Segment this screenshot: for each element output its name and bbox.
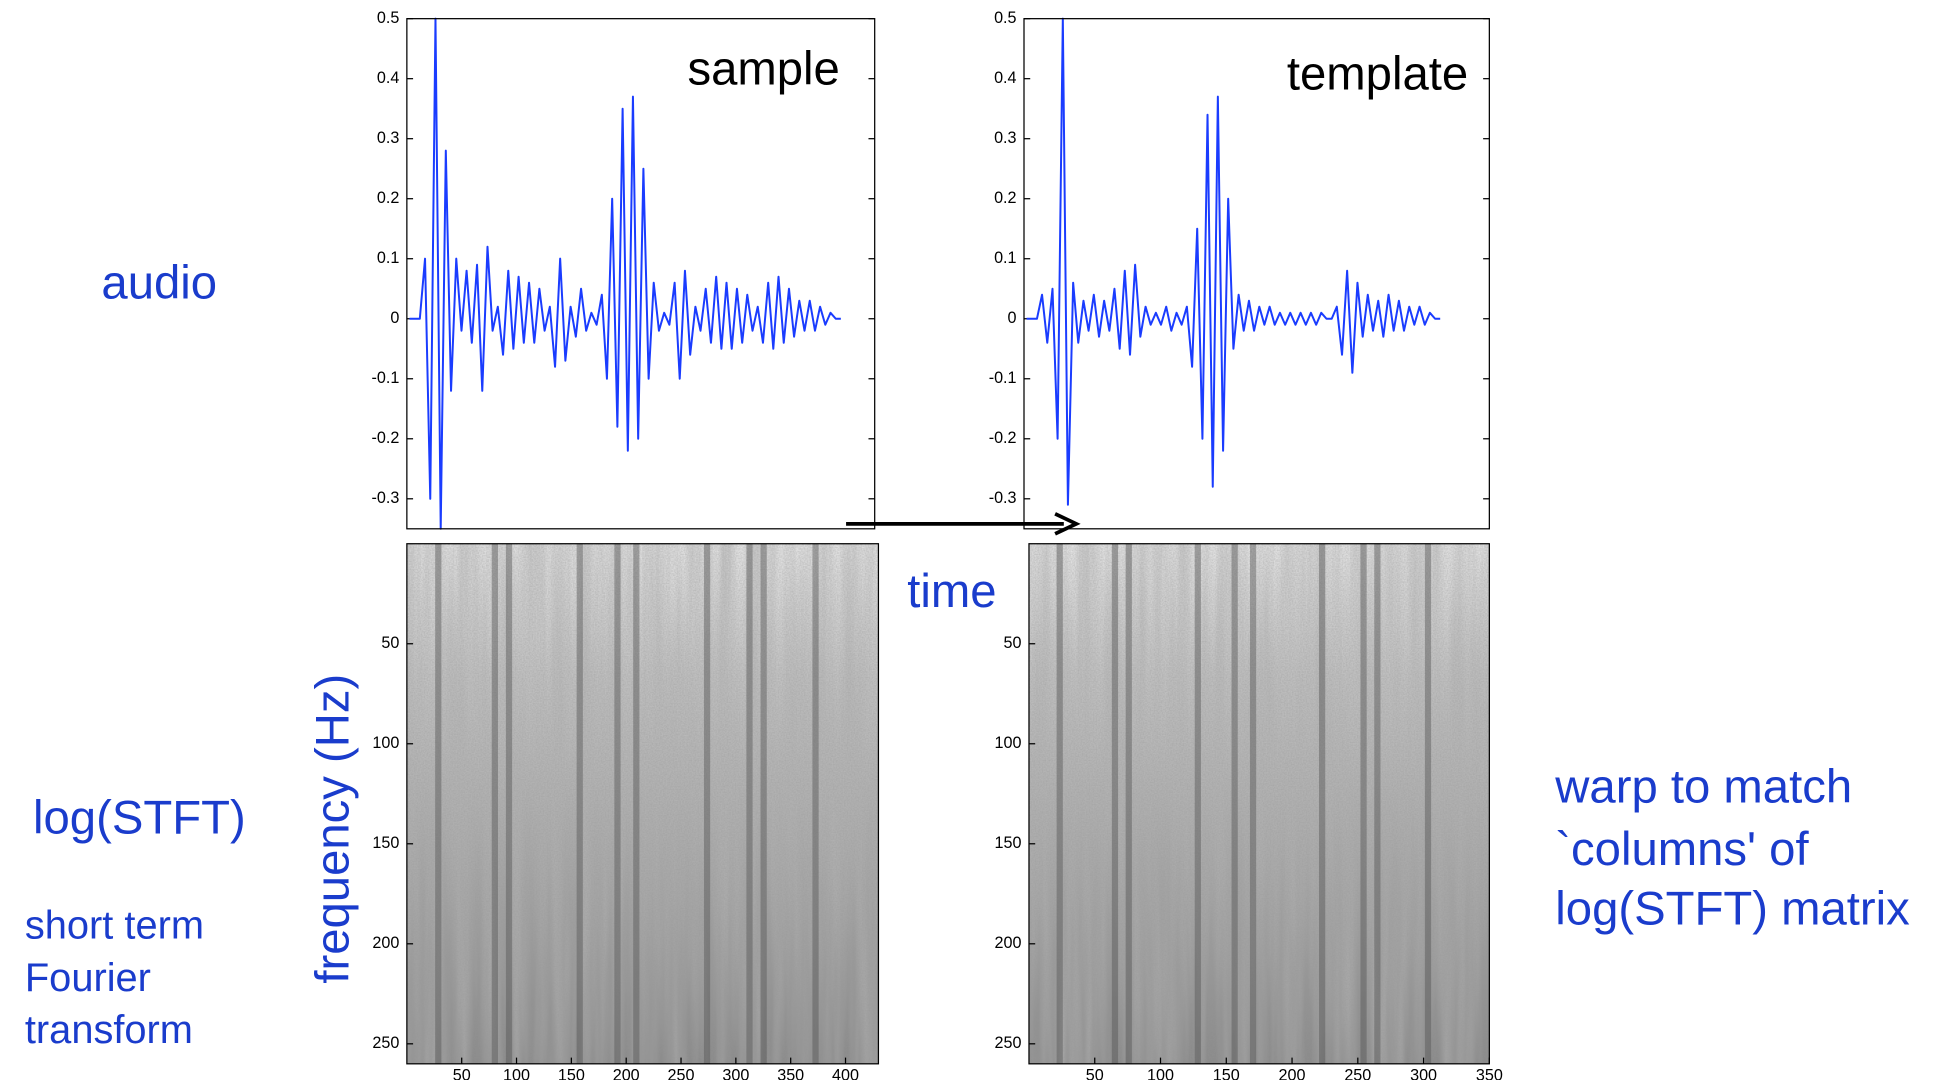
y-axis-label: frequency (Hz) xyxy=(306,674,359,984)
spectrogram-grain xyxy=(406,543,879,1064)
spectrogram-band xyxy=(1319,543,1326,1064)
spectrogram-band xyxy=(505,543,513,1064)
x-tick-label: 50 xyxy=(1086,1067,1104,1080)
x-tick-label: 250 xyxy=(668,1067,695,1080)
y-tick-label: 0.5 xyxy=(994,9,1016,27)
arrow-head xyxy=(1054,512,1081,536)
y-tick-label: 200 xyxy=(995,934,1022,952)
waveform xyxy=(1026,17,1441,506)
y-tick-label: 0.3 xyxy=(994,129,1016,147)
y-tick-label: 0 xyxy=(1008,309,1017,327)
note-line: warp to match xyxy=(1554,761,1852,814)
waveform xyxy=(409,17,841,530)
y-tick-label: -0.2 xyxy=(989,429,1017,447)
spectrogram-band xyxy=(614,543,621,1064)
spectrogram-band xyxy=(1111,543,1119,1064)
x-tick-label: 350 xyxy=(1476,1067,1503,1080)
y-tick-label: 150 xyxy=(372,834,399,852)
x-tick-label: 200 xyxy=(613,1067,640,1080)
y-tick-label: 0.4 xyxy=(994,69,1016,87)
y-tick-label: 0.1 xyxy=(994,249,1016,267)
arrow-label: time xyxy=(907,565,996,618)
spectrogram-band xyxy=(491,543,498,1064)
y-tick-label: 0.5 xyxy=(377,9,399,27)
spectrogram-band xyxy=(1194,543,1201,1064)
spectrogram-band xyxy=(1360,543,1367,1064)
note-line: transform xyxy=(25,1008,193,1052)
spectrogram-band xyxy=(760,543,767,1064)
x-tick-label: 150 xyxy=(1213,1067,1240,1080)
y-tick-label: -0.3 xyxy=(372,489,400,507)
y-tick-label: -0.3 xyxy=(989,489,1017,507)
x-tick-label: 100 xyxy=(503,1067,530,1080)
row-label: log(STFT) xyxy=(33,792,246,845)
x-tick-label: 50 xyxy=(453,1067,471,1080)
y-tick-label: 100 xyxy=(372,734,399,752)
y-tick-label: 200 xyxy=(372,934,399,952)
spectrogram-band xyxy=(746,543,753,1064)
spectrogram-band xyxy=(633,543,640,1064)
spectrogram-band xyxy=(1374,543,1381,1064)
y-tick-label: -0.1 xyxy=(372,369,400,387)
spectrogram-band xyxy=(1249,543,1257,1064)
plot-frame xyxy=(406,543,880,1065)
y-tick-label: 0.3 xyxy=(377,129,399,147)
spectrogram-grain xyxy=(1028,543,1490,1064)
note-line: short term xyxy=(25,904,204,948)
y-tick-label: 0.2 xyxy=(994,189,1016,207)
spectrogram-band xyxy=(576,543,583,1064)
x-tick-label: 200 xyxy=(1279,1067,1306,1080)
chart-title: template xyxy=(1287,48,1468,101)
row-label: audio xyxy=(101,257,217,310)
y-tick-label: -0.1 xyxy=(989,369,1017,387)
y-tick-label: -0.2 xyxy=(372,429,400,447)
y-tick-label: 100 xyxy=(995,734,1022,752)
y-tick-label: 50 xyxy=(381,634,399,652)
note-line: log(STFT) matrix xyxy=(1555,883,1910,936)
y-tick-label: 0.2 xyxy=(377,189,399,207)
x-tick-label: 300 xyxy=(1410,1067,1437,1080)
y-tick-label: 250 xyxy=(995,1034,1022,1052)
y-tick-label: 250 xyxy=(372,1034,399,1052)
spectrogram-band xyxy=(1056,543,1063,1064)
x-tick-label: 350 xyxy=(777,1067,804,1080)
y-tick-label: 0.1 xyxy=(377,249,399,267)
note-line: Fourier xyxy=(25,956,151,1000)
y-tick-label: 0.4 xyxy=(377,69,399,87)
plot-frame xyxy=(406,18,876,530)
plot-frame xyxy=(1028,543,1490,1065)
x-tick-label: 150 xyxy=(558,1067,585,1080)
y-tick-label: 150 xyxy=(995,834,1022,852)
spectrogram-band xyxy=(435,543,442,1064)
y-tick-label: 0 xyxy=(390,309,399,327)
x-tick-label: 300 xyxy=(722,1067,749,1080)
note-line: `columns' of xyxy=(1555,823,1809,876)
y-tick-label: 50 xyxy=(1004,634,1022,652)
spectrogram-band xyxy=(1424,543,1432,1064)
x-tick-label: 100 xyxy=(1147,1067,1174,1080)
x-tick-label: 400 xyxy=(832,1067,859,1080)
spectrogram-band xyxy=(1125,543,1132,1064)
spectrogram-band xyxy=(1231,543,1238,1064)
spectrogram-band xyxy=(703,543,711,1064)
chart-title: sample xyxy=(687,43,839,96)
x-tick-label: 250 xyxy=(1344,1067,1371,1080)
plot-frame xyxy=(1023,18,1490,530)
spectrogram-band xyxy=(812,543,819,1064)
